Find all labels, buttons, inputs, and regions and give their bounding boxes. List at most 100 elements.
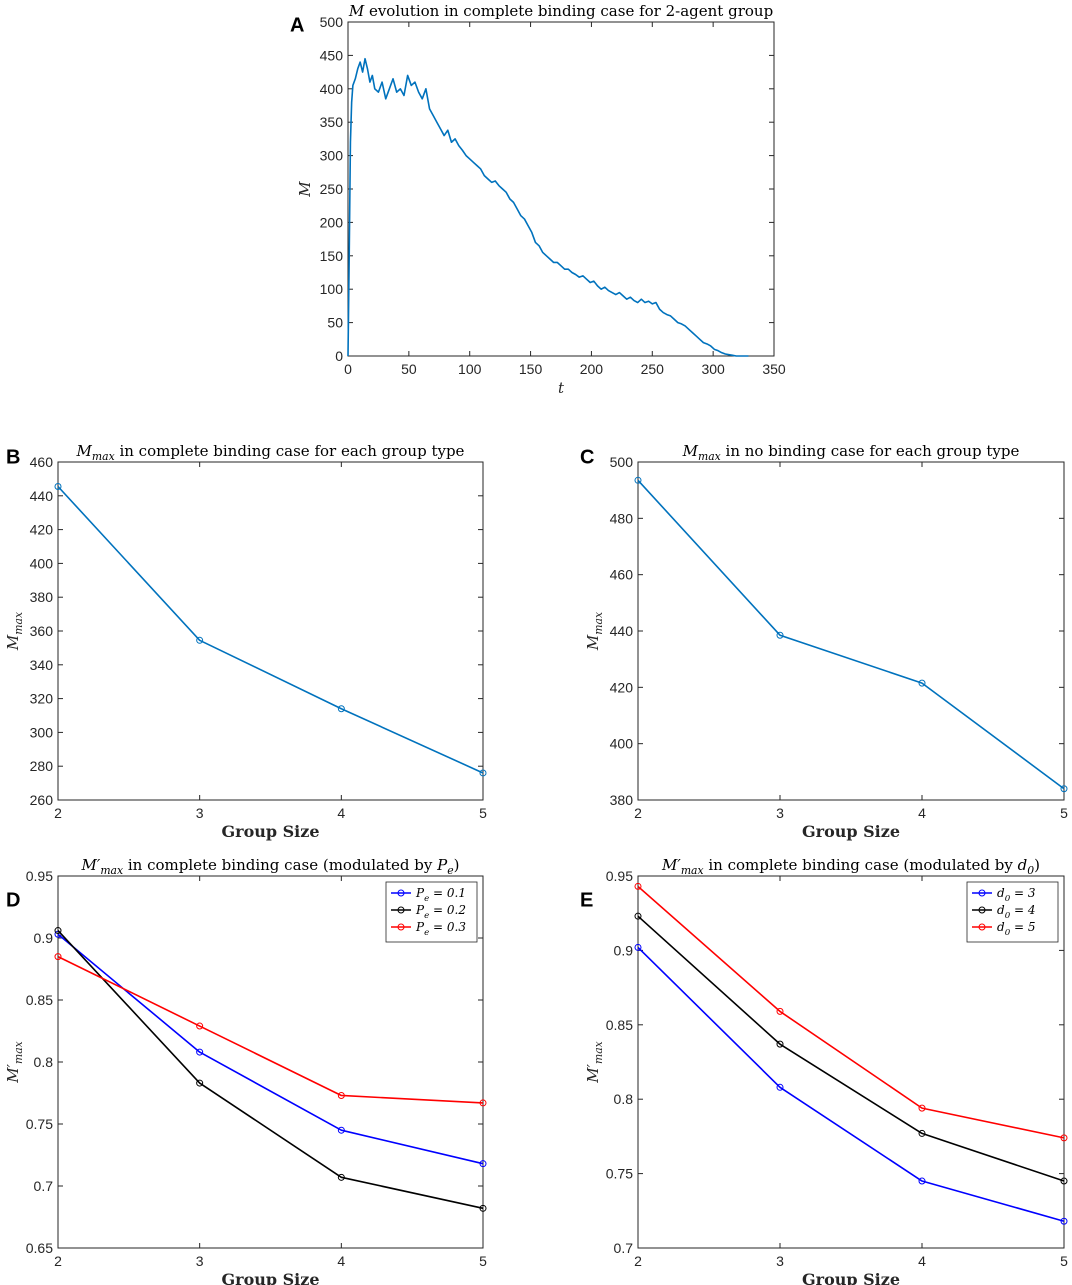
y-tick-label: 0.9 — [34, 930, 54, 946]
legend-swatch-marker — [978, 889, 986, 897]
y-tick-label: 150 — [320, 248, 344, 264]
y-tick-label: 280 — [30, 758, 54, 774]
legend: d0 = 3d0 = 4d0 = 5 — [966, 881, 1059, 943]
x-tick-label: 100 — [458, 361, 482, 377]
legend-swatch-marker — [978, 923, 986, 931]
data-point — [479, 1160, 487, 1168]
legend-box — [966, 881, 1059, 943]
y-tick-label: 0.95 — [606, 868, 633, 884]
y-tick-label: 440 — [30, 488, 54, 504]
x-tick-label: 3 — [196, 1253, 204, 1269]
panel-label-c: C — [580, 447, 594, 469]
x-tick-label: 3 — [776, 1253, 784, 1269]
y-tick-label: 250 — [320, 181, 344, 197]
y-tick-label: 460 — [30, 454, 54, 470]
chart-title: M′max in complete binding case (modulate… — [81, 856, 460, 877]
data-point — [337, 705, 345, 713]
y-tick-label: 100 — [320, 281, 344, 297]
x-tick-label: 5 — [1060, 805, 1068, 821]
series-line-1 — [637, 946, 1065, 1222]
y-tick-label: 0.8 — [34, 1054, 54, 1070]
x-tick-label: 4 — [918, 805, 926, 821]
data-point — [1060, 1134, 1068, 1142]
chart-title: M′max in complete binding case (modulate… — [661, 856, 1040, 877]
data-point — [1060, 785, 1068, 793]
series-line-2 — [57, 930, 484, 1210]
x-tick-label: 2 — [54, 805, 62, 821]
data-point — [196, 1022, 204, 1030]
y-axis-label: Mmax — [4, 612, 25, 651]
data-point — [337, 1173, 345, 1181]
y-tick-label: 0.85 — [26, 992, 53, 1008]
panel-label-d: D — [6, 890, 20, 912]
series-line-1 — [57, 485, 484, 774]
series-line-3 — [57, 955, 484, 1104]
series-line-1 — [57, 933, 484, 1165]
legend-box — [385, 881, 478, 943]
y-tick-label: 400 — [610, 736, 634, 752]
data-point — [1060, 1217, 1068, 1225]
x-tick-label: 4 — [337, 1253, 345, 1269]
y-tick-label: 400 — [320, 81, 344, 97]
y-tick-label: 450 — [320, 47, 344, 63]
data-point — [634, 943, 642, 951]
legend-entry-2: Pe = 0.2 — [415, 903, 466, 921]
chart-b: B 2 3 4 5 260 280 300 320 340 360 380 400 420 440 460 Mm… — [4, 442, 487, 841]
series-line-3 — [637, 885, 1065, 1139]
chart-title: M evolution in complete binding case for… — [348, 2, 773, 20]
x-tick-label: 50 — [401, 361, 417, 377]
y-tick-label: 0.8 — [614, 1091, 634, 1107]
plot-area — [347, 21, 775, 357]
y-axis-label: M — [296, 181, 314, 198]
y-tick-label: 0.65 — [26, 1240, 53, 1256]
y-tick-label: 350 — [320, 114, 344, 130]
legend-entry-1: d0 = 3 — [997, 886, 1036, 904]
data-point — [776, 631, 784, 639]
data-point — [196, 1048, 204, 1056]
x-tick-label: 4 — [337, 805, 345, 821]
panel-label-b: B — [6, 447, 20, 469]
x-tick-label: 2 — [634, 805, 642, 821]
data-point — [918, 1104, 926, 1112]
data-point — [54, 927, 62, 935]
x-tick-label: 3 — [776, 805, 784, 821]
series-line-1 — [347, 57, 749, 357]
chart-title: Mmax in no binding case for each group t… — [682, 442, 1020, 463]
y-tick-label: 480 — [610, 510, 634, 526]
panel-label-a: A — [290, 15, 304, 37]
x-tick-label: 350 — [762, 361, 786, 377]
x-tick-label: 2 — [54, 1253, 62, 1269]
y-tick-label: 360 — [30, 623, 54, 639]
x-axis-label: Group Size — [221, 1270, 319, 1285]
data-point — [776, 1040, 784, 1048]
chart-title: Mmax in complete binding case for each g… — [76, 442, 465, 463]
data-point — [337, 1091, 345, 1099]
legend-entry-3: d0 = 5 — [997, 920, 1036, 938]
x-tick-label: 5 — [479, 1253, 487, 1269]
panel-label-e: E — [580, 890, 593, 912]
y-tick-label: 420 — [30, 522, 54, 538]
y-tick-label: 380 — [610, 792, 634, 808]
y-tick-label: 0.7 — [614, 1240, 634, 1256]
y-tick-label: 200 — [320, 214, 344, 230]
x-tick-label: 4 — [918, 1253, 926, 1269]
x-tick-label: 3 — [196, 805, 204, 821]
x-axis-label: Group Size — [802, 822, 900, 841]
data-point — [918, 1129, 926, 1137]
data-point — [54, 953, 62, 961]
y-tick-label: 440 — [610, 623, 634, 639]
y-tick-label: 340 — [30, 657, 54, 673]
x-axis-label: t — [558, 379, 565, 397]
y-axis-label: M′max — [4, 1041, 25, 1084]
y-tick-label: 0.9 — [614, 942, 634, 958]
y-tick-label: 0 — [335, 348, 343, 364]
y-tick-label: 0.95 — [26, 868, 53, 884]
y-tick-label: 500 — [610, 454, 634, 470]
data-point — [1060, 1177, 1068, 1185]
y-tick-label: 500 — [320, 14, 344, 30]
chart-d: D 2 3 4 5 0.65 0.7 0.75 0.8 0.85 0.9 0.95 M′max in c… — [4, 856, 487, 1285]
series-line-2 — [637, 915, 1065, 1182]
y-tick-label: 300 — [320, 148, 344, 164]
y-axis-label: Mmax — [584, 612, 605, 651]
